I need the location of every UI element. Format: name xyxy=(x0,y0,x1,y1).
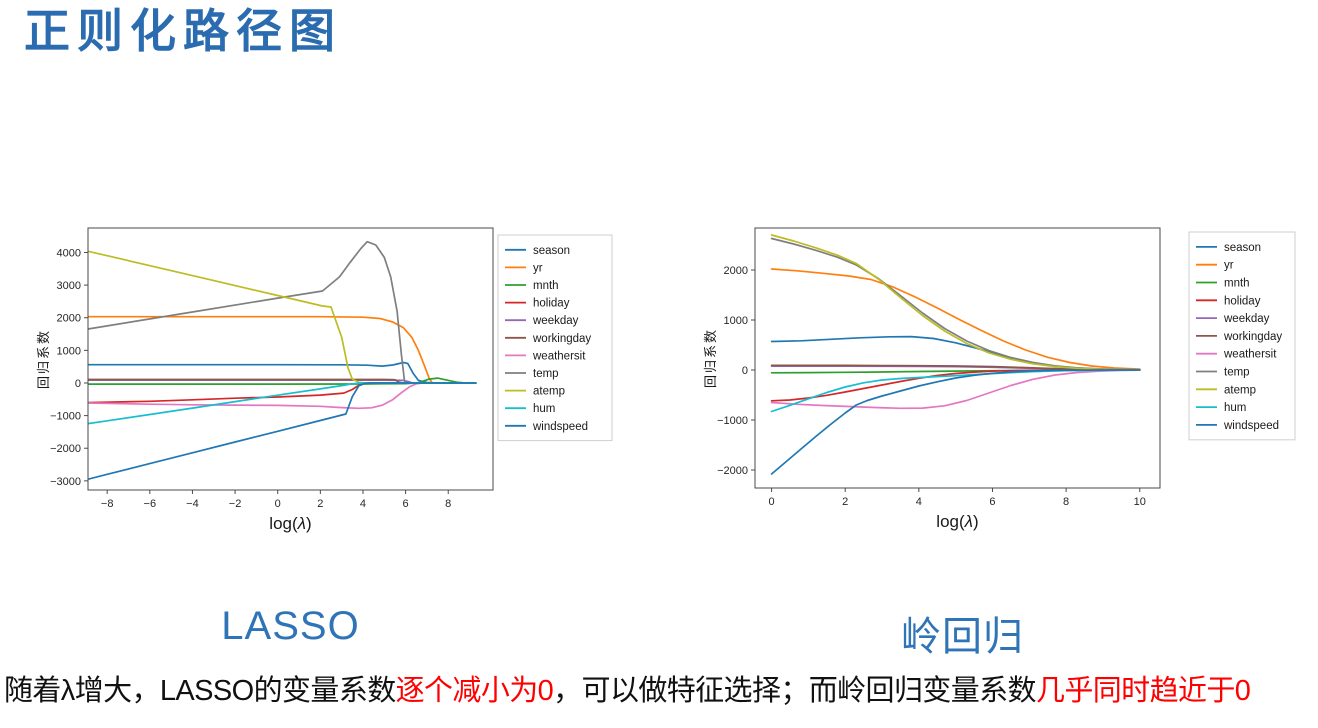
x-tick-label: 4 xyxy=(360,498,366,510)
y-tick-label: 1000 xyxy=(724,315,748,327)
series-line-weathersit xyxy=(770,369,1141,410)
x-tick-label: 6 xyxy=(989,496,995,508)
legend-label-windspeed: windspeed xyxy=(532,421,588,433)
ridge-figure: 0 2 4 6 8 10 −2000 −1000 0 1000 2000 log(λ) 回归系数 seas… xyxy=(702,215,1302,555)
legend-label-yr: yr xyxy=(1224,260,1234,272)
plot-area xyxy=(755,228,1160,488)
x-tick-label: −8 xyxy=(101,498,114,510)
series-line-windspeed xyxy=(770,369,1141,475)
x-tick-label: −4 xyxy=(186,498,199,510)
x-tick-label: 8 xyxy=(445,498,451,510)
legend-label-workingday: workingday xyxy=(532,333,591,345)
legend-label-mnth: mnth xyxy=(1224,278,1250,290)
y-tick-label: 1000 xyxy=(57,345,81,357)
legend-label-mnth: mnth xyxy=(533,280,559,292)
footer-segment-1: 逐个减小为0 xyxy=(395,675,554,707)
x-tick-label: 8 xyxy=(1063,496,1069,508)
x-tick-label: 10 xyxy=(1134,496,1146,508)
series-line-yr xyxy=(770,268,1141,370)
x-tick-label: 2 xyxy=(842,496,848,508)
footer-annotation: 随着λ增大，LASSO的变量系数逐个减小为0，可以做特征选择；而岭回归变量系数几… xyxy=(4,672,1316,711)
x-tick-label: 0 xyxy=(275,498,281,510)
legend-label-temp: temp xyxy=(533,368,559,380)
caption-ridge: 岭回归 xyxy=(901,615,1024,659)
legend-label-weekday: weekday xyxy=(532,315,579,327)
legend-label-atemp: atemp xyxy=(533,386,565,398)
y-tick-label: −2000 xyxy=(50,443,81,455)
series-line-windspeed xyxy=(88,382,477,481)
y-tick-label: −3000 xyxy=(50,476,81,488)
plot-border xyxy=(87,227,494,491)
x-axis-label: log(λ) xyxy=(936,512,978,531)
legend-label-weekday: weekday xyxy=(1223,313,1270,325)
x-tick-label: 0 xyxy=(769,496,775,508)
series-group xyxy=(88,240,477,481)
legend-label-atemp: atemp xyxy=(1224,384,1256,396)
y-tick-label: −1000 xyxy=(717,415,748,427)
y-tick-label: 3000 xyxy=(57,280,81,292)
y-tick-label: 0 xyxy=(742,365,748,377)
footer-segment-2: ，可以做特征选择；而岭回归变量系数 xyxy=(553,675,1036,707)
y-tick-label: −1000 xyxy=(50,411,81,423)
legend-label-season: season xyxy=(533,245,570,257)
footer-segment-3: 几乎同时趋近于0 xyxy=(1035,675,1251,707)
series-line-yr xyxy=(88,315,477,384)
footer-segment-0: 随着λ增大，LASSO的变量系数 xyxy=(4,675,396,707)
series-group xyxy=(770,234,1141,475)
y-tick-label: 4000 xyxy=(57,247,81,259)
x-axis-label: log(λ) xyxy=(269,514,311,533)
ridge-chart-svg: 0 2 4 6 8 10 −2000 −1000 0 1000 2000 log(λ) 回归系数 seas… xyxy=(703,227,1296,531)
legend-label-yr: yr xyxy=(533,262,543,274)
y-tick-label: 0 xyxy=(75,378,81,390)
legend-label-hum: hum xyxy=(1224,402,1246,414)
legend-label-temp: temp xyxy=(1224,367,1250,379)
legend-label-season: season xyxy=(1224,242,1261,254)
x-tick-label: 4 xyxy=(916,496,922,508)
x-tick-label: −6 xyxy=(144,498,157,510)
legend-label-holiday: holiday xyxy=(533,298,570,310)
lasso-figure: −8 −6 −4 −2 0 2 4 6 8 −3000 −2000 −1000 0 1000 2000 300… xyxy=(35,215,629,555)
legend-label-workingday: workingday xyxy=(1223,331,1282,343)
plot-border xyxy=(754,227,1161,489)
page-title: 正则化路径图 xyxy=(24,4,342,58)
y-tick-label: −2000 xyxy=(717,465,748,477)
legend-label-weathersit: weathersit xyxy=(1223,349,1277,361)
y-tick-label: 2000 xyxy=(724,265,748,277)
caption-lasso: LASSO xyxy=(221,604,360,648)
y-axis-label: 回归系数 xyxy=(703,328,718,388)
series-line-atemp xyxy=(770,234,1141,371)
x-tick-label: 2 xyxy=(317,498,323,510)
legend-label-holiday: holiday xyxy=(1224,295,1261,307)
y-axis-label: 回归系数 xyxy=(36,329,51,389)
legend-label-hum: hum xyxy=(533,403,555,415)
series-line-temp xyxy=(88,240,477,384)
y-tick-label: 2000 xyxy=(57,313,81,325)
lasso-chart-svg: −8 −6 −4 −2 0 2 4 6 8 −3000 −2000 −1000 0 1000 2000 300… xyxy=(36,227,613,533)
series-line-hum xyxy=(88,382,477,425)
x-tick-label: 6 xyxy=(403,498,409,510)
legend-label-weathersit: weathersit xyxy=(532,350,586,362)
plot-area xyxy=(88,228,493,490)
x-tick-label: −2 xyxy=(229,498,242,510)
legend-label-windspeed: windspeed xyxy=(1223,420,1279,432)
